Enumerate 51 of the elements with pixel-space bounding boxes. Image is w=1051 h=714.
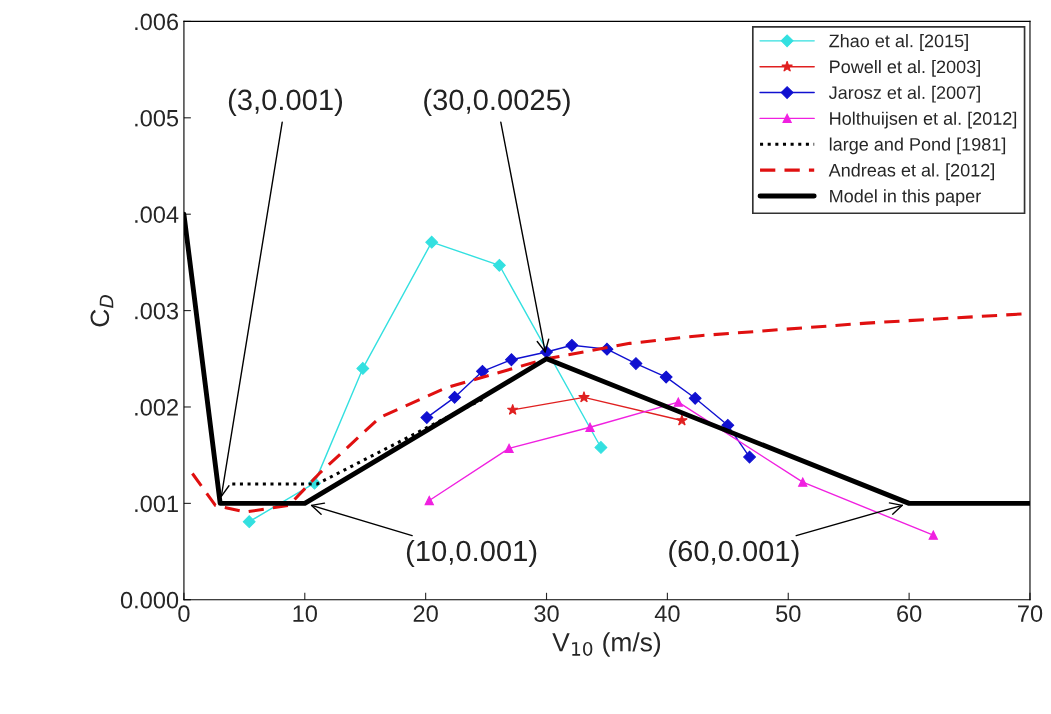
legend-label: Powell et al. [2003] [830,59,980,77]
x-tick-label: 10 [293,605,317,622]
y-tick-label: 0.000 [120,591,179,609]
y-tick-label: .005 [135,109,179,127]
point [448,390,462,404]
point [928,530,938,540]
x-tick-label: 50 [776,605,801,622]
point [356,362,370,375]
point [505,353,518,367]
point [565,338,579,352]
point [476,364,489,378]
y-tick-label: .003 [135,302,179,320]
point [743,450,756,464]
x-tick-label: 20 [413,605,438,622]
y-axis-title: C$_{D}$ [90,295,114,327]
y-tick-label: .006 [135,13,179,31]
legend-label: Holthuijsen et al. [2012] [830,111,1017,129]
x-tick-label: 70 [1018,605,1043,622]
x-tick-label: 40 [654,605,680,622]
point [424,495,434,506]
legend-label: Andreas et al. [2012] [828,163,994,181]
point [504,443,514,454]
point [420,411,434,424]
x-axis-title: V$_{10}$ (m/s) [552,632,661,657]
point [659,370,673,384]
legend-label: large and Pond [1981] [829,137,1006,155]
annotation: (60,0.001) [669,539,799,568]
legend-label: Model in this paper [830,189,981,207]
y-tick-label: .002 [135,399,178,416]
point [425,235,439,249]
point [492,258,506,272]
point [242,515,256,529]
x-tick-label: 30 [534,605,559,622]
point [585,422,595,432]
x-tick-label: 0 [178,605,190,622]
annotation: (3,0.001) [228,88,343,116]
legend-label: Zhao et al. [2015] [829,34,968,51]
y-tick-label: .001 [135,495,178,513]
point [594,441,608,454]
point [629,357,643,371]
point [688,391,702,405]
y-tick-label: .004 [135,206,179,223]
point [578,391,590,403]
x-tick-label: 60 [897,605,922,622]
annotation: (10,0.001) [406,539,537,568]
point [673,397,683,407]
point [676,414,688,426]
annotation: (30,0.0025) [424,88,570,116]
point [798,477,808,487]
legend-label: Jarosz et al. [2007] [828,85,980,103]
point [506,403,519,415]
